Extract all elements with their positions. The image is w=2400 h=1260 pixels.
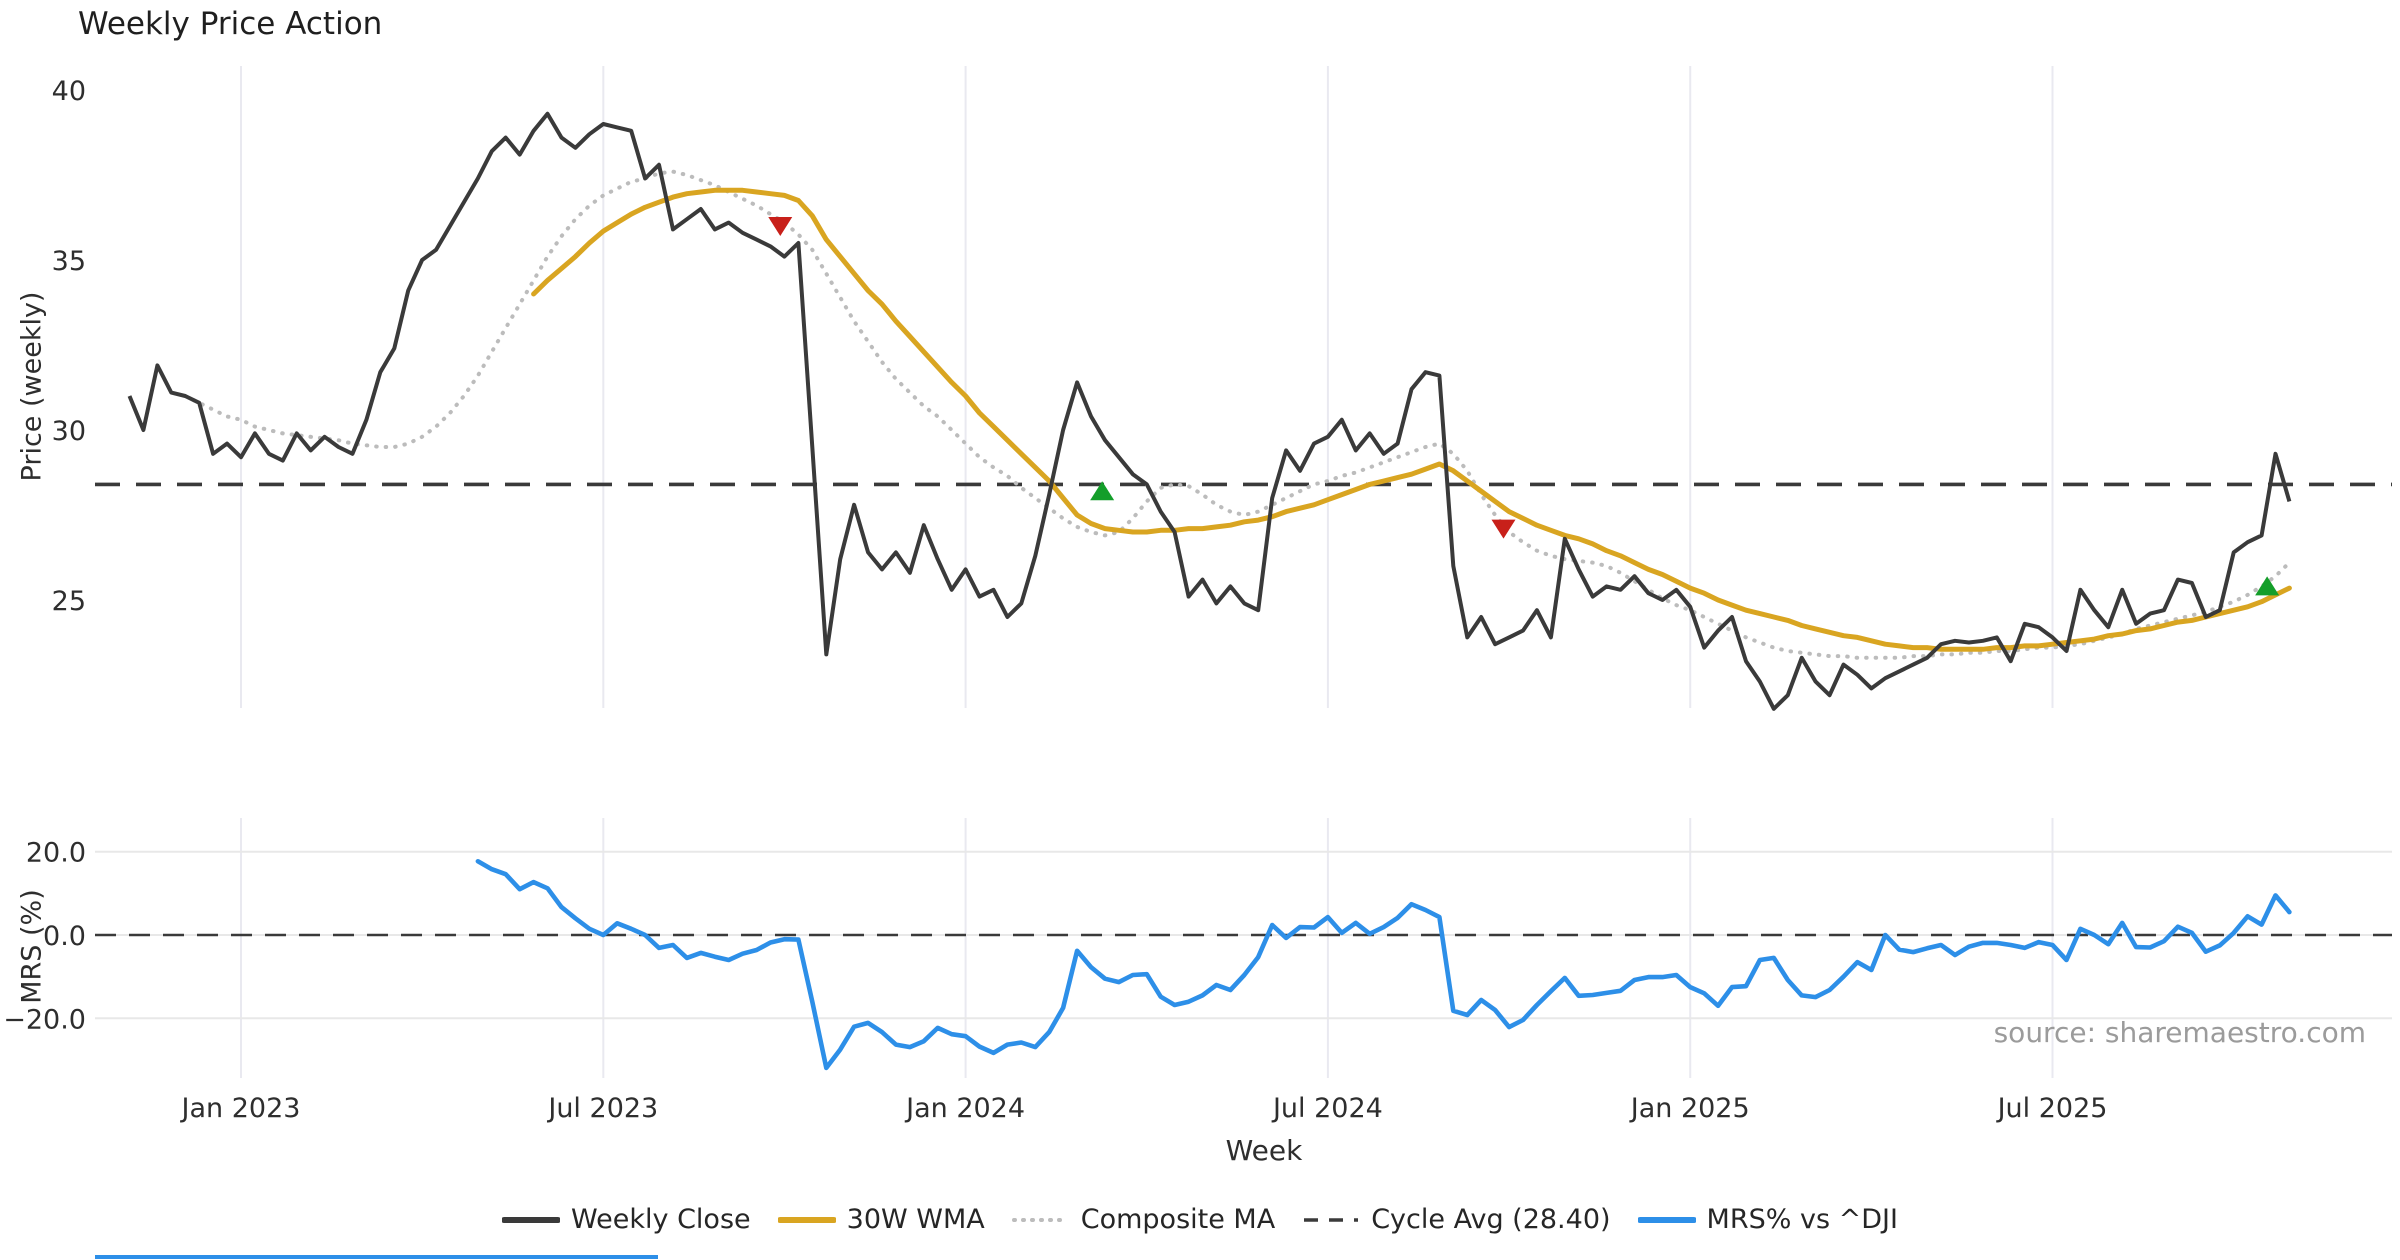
mrs-line: [475, 859, 2292, 1071]
price-tick-label: 35: [52, 246, 86, 277]
sell-signal-marker: [768, 217, 793, 236]
solid-line-swatch-icon: [777, 1216, 836, 1223]
x-axis-title: Week: [1225, 1134, 1303, 1167]
legend-item-mrs-vs-dji: MRS% vs ^DJI: [1637, 1204, 1898, 1235]
legend-item-weekly-close: Weekly Close: [502, 1204, 751, 1235]
legend-item-30w-wma: 30W WMA: [777, 1204, 985, 1235]
x-tick-label: Jan 2025: [1629, 1093, 1750, 1124]
legend-label: MRS% vs ^DJI: [1706, 1204, 1898, 1235]
mrs-tick-label: −20.0: [3, 1004, 86, 1035]
composite-ma-line: [183, 169, 2292, 660]
x-tick-label: Jul 2024: [1271, 1093, 1383, 1124]
price-tick-label: 30: [52, 416, 86, 447]
source-note: source: sharemaestro.com: [1993, 1016, 2366, 1049]
mrs-tick-label: 20.0: [26, 838, 86, 869]
x-tick-label: Jan 2023: [180, 1093, 301, 1124]
legend-item-cycle-avg-28-40: Cycle Avg (28.40): [1302, 1204, 1611, 1235]
solid-line-swatch-icon: [502, 1216, 561, 1223]
legend: Weekly Close 30W WMA Composite MA Cycle Avg…: [0, 1204, 2400, 1235]
solid-line-swatch-icon: [1637, 1216, 1696, 1223]
x-tick-label: Jul 2023: [546, 1093, 658, 1124]
dashed-line-swatch-icon: [1304, 1217, 1359, 1222]
price-axis-label: Price (weekly): [16, 291, 48, 482]
weekly-close-line: [127, 111, 2292, 711]
legend-label: Composite MA: [1080, 1204, 1276, 1235]
buy-signal-marker: [1090, 481, 1115, 501]
legend-label: 30W WMA: [846, 1204, 985, 1235]
legend-label: Weekly Close: [571, 1204, 751, 1235]
mrs-tick-label: 0.0: [43, 921, 86, 952]
bottom-accent-rule: [95, 1255, 658, 1259]
wma-30w-line: [531, 187, 2292, 652]
legend-label: Cycle Avg (28.40): [1371, 1204, 1611, 1235]
x-tick-label: Jul 2025: [1996, 1093, 2108, 1124]
price-tick-label: 40: [52, 76, 86, 107]
price-tick-label: 25: [52, 586, 86, 617]
sell-signal-marker: [1491, 519, 1516, 539]
chart-title: Weekly Price Action: [78, 6, 383, 42]
legend-item-composite-ma: Composite MA: [1011, 1204, 1276, 1235]
buy-signal-marker: [2255, 576, 2280, 596]
x-tick-label: Jan 2024: [904, 1093, 1025, 1124]
mrs-axis-label: MRS (%): [16, 889, 48, 1004]
dotted-line-swatch-icon: [1011, 1217, 1070, 1222]
